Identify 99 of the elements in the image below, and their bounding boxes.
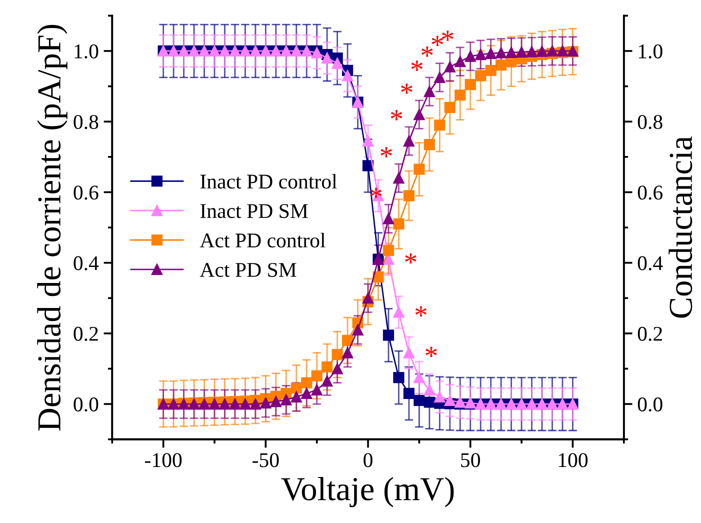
y-axis-title: Densidad de corriente (pA/pF) [37,24,68,431]
point [526,46,538,58]
point [403,347,415,358]
point [382,213,394,224]
annotation: * [390,110,402,120]
point [434,120,446,131]
point [424,138,435,150]
point [332,58,343,69]
point [454,56,466,68]
point [393,218,404,230]
point [332,363,343,374]
point [464,50,476,62]
x-tick-label: -50 [252,453,279,468]
y-tick-label: 0.4 [74,256,99,270]
point [280,394,292,406]
legend-label: Act PD control [200,232,326,248]
point [372,271,384,282]
point [342,70,354,82]
point [362,135,374,147]
y2-tick-label: 0.6 [638,186,663,200]
point [414,394,425,406]
point [260,397,272,409]
point [393,172,404,184]
point [434,391,446,403]
annotation: * [380,147,392,158]
point [434,72,446,84]
point [475,70,486,82]
point [270,396,282,408]
y2-tick-label: 0.2 [638,326,662,341]
x-tick-label: 100 [558,453,588,468]
y2-tick-label: 0.8 [638,114,662,130]
point [362,292,374,304]
legend-label: Inact PD control [200,174,337,189]
y-tick-label: 0.0 [74,397,98,412]
point [424,396,435,408]
point [475,48,486,60]
x-tick-label: -100 [145,453,182,468]
point [290,391,302,403]
point [496,47,507,58]
point [485,48,496,60]
x-tick-label: 0 [364,453,372,468]
point [444,394,456,406]
point [352,324,364,336]
point [403,190,415,202]
y2-axis-title: Conductancia [668,136,692,318]
point [229,398,241,410]
annotation: * [422,46,433,57]
point [454,90,466,101]
point [322,376,333,387]
point [393,306,404,318]
point [322,361,333,373]
annotation: * [415,306,427,316]
annotation: * [426,346,437,358]
point [250,398,261,410]
annotation: * [442,30,454,41]
y-tick-label: 0.2 [74,326,98,341]
point [444,102,456,114]
x-axis-title: Voltaje (mV) [281,476,454,508]
point [414,108,425,120]
point [403,388,415,399]
point [536,46,548,57]
point [516,46,528,58]
point [414,164,425,175]
point [506,46,517,58]
y-tick-label: 0.8 [74,114,98,130]
point [219,398,230,410]
point [424,86,435,98]
point [382,244,394,256]
point [290,382,302,394]
point [424,384,435,396]
point [322,52,333,64]
y2-tick-label: 0.4 [638,256,663,270]
annotation: * [401,84,412,94]
point [332,349,343,360]
point [485,64,496,76]
point [403,135,415,147]
legend-label: Inact PD SM [200,204,308,218]
legend-label: Act PD SM [200,262,296,277]
point [382,330,394,341]
point [342,347,354,358]
point [393,372,404,384]
y-tick-label: 1.0 [74,44,98,59]
point [342,334,354,346]
point [301,377,312,388]
point [496,60,507,71]
annotation: * [405,253,416,264]
point [311,370,322,382]
point [240,398,251,410]
point [301,388,312,399]
point [311,384,322,396]
point [464,78,476,90]
y2-tick-label: 0.0 [638,397,662,412]
x-tick-label: 50 [461,453,480,468]
point [546,45,558,57]
annotation: * [411,60,423,71]
point [444,61,456,72]
annotation: * [432,36,444,46]
y-tick-label: 0.6 [74,186,98,200]
y2-tick-label: 1.0 [638,44,662,59]
